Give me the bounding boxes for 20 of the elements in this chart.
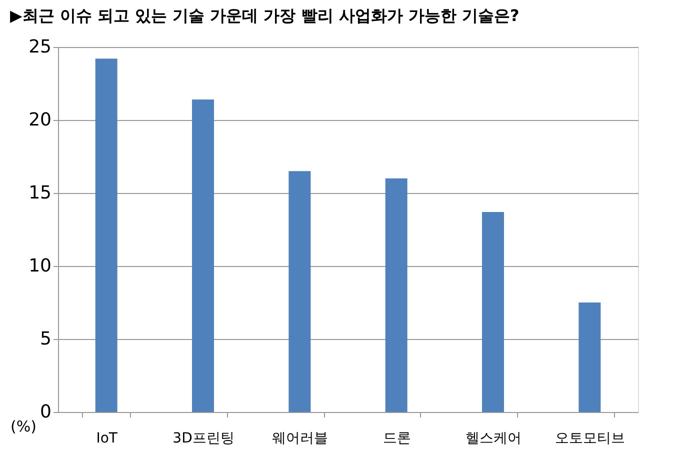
x-tick-label: 헬스케어 [466, 430, 522, 446]
x-tick-label: IoT [96, 430, 118, 446]
y-tick-label: 20 [28, 110, 52, 130]
x-tick-label: 오토모티브 [555, 430, 626, 446]
y-tick-label: 0 [40, 402, 52, 422]
y-tick-label: 25 [28, 36, 52, 58]
y-tick-label: 5 [40, 328, 52, 350]
bar [95, 58, 118, 412]
chart-title: ▶최근 이슈 되고 있는 기술 가운데 가장 빨리 사업화가 가능한 기술은? [10, 6, 520, 25]
y-tick-label: 10 [28, 256, 52, 276]
y-axis-title: (%) [10, 418, 36, 436]
bar [482, 212, 504, 412]
x-tick-label: 웨어러블 [272, 430, 328, 446]
bar [578, 302, 601, 412]
bar [288, 171, 311, 412]
y-tick-label: 15 [28, 182, 52, 204]
x-tick-label: 3D프린팅 [172, 430, 234, 446]
bar [385, 178, 408, 412]
bar [192, 100, 214, 412]
x-tick-label: 드론 [382, 430, 411, 446]
